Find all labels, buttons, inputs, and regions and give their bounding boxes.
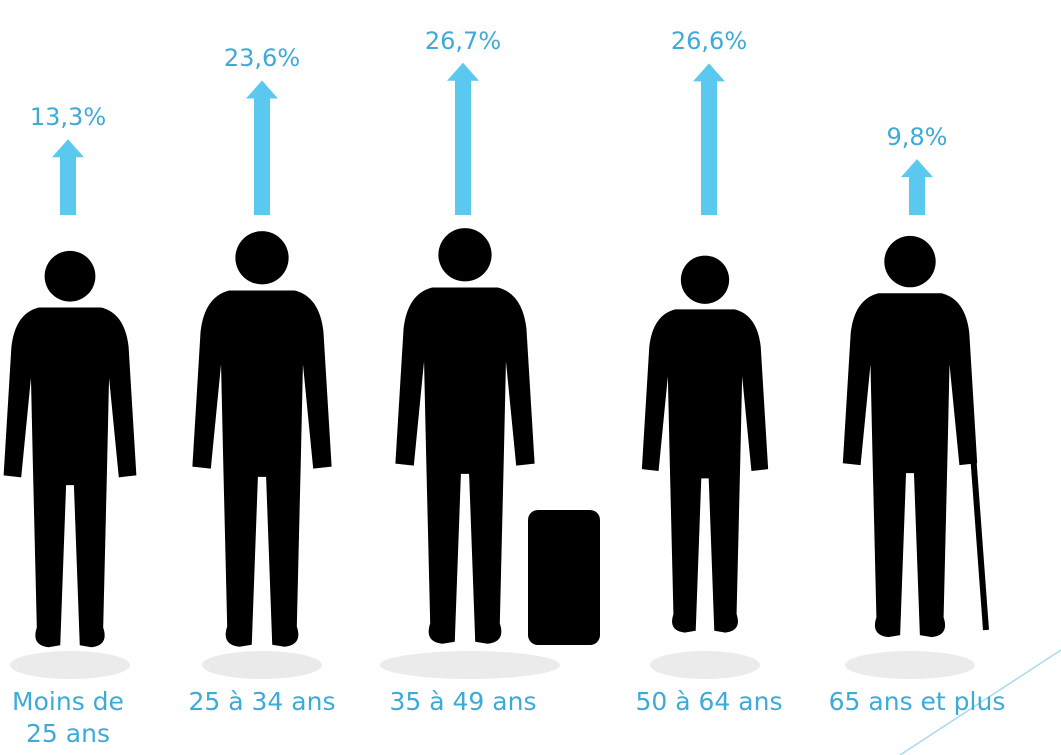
value-label: 13,3% [29,103,107,132]
arrow [693,63,725,215]
decor-line [899,649,1061,755]
category-label: 35 à 49 ans [389,687,537,716]
category-label: 25 à 34 ans [188,687,336,716]
cane [969,439,989,631]
silhouette [3,250,137,648]
category-label: 50 à 64 ans [635,687,783,716]
silhouette [395,228,535,644]
silhouette [641,255,769,633]
value-label: 23,6% [223,44,301,73]
arrow [447,62,479,216]
arrow [901,159,933,215]
category-label: 65 ans et plus [828,687,1006,716]
silhouettes [3,228,989,648]
value-label: 26,6% [670,27,748,56]
silhouette [842,235,978,638]
silhouette [192,231,332,647]
suitcase [528,510,600,645]
value-label: 9,8% [886,123,948,152]
value-label: 26,7% [424,26,502,55]
arrow [52,139,84,215]
reflections [10,651,975,679]
category-label: Moins de 25 ans [12,687,124,748]
arrow [246,80,278,215]
